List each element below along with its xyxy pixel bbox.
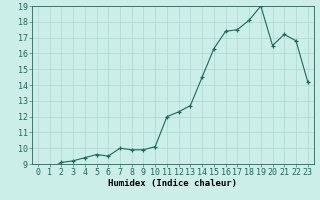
X-axis label: Humidex (Indice chaleur): Humidex (Indice chaleur) bbox=[108, 179, 237, 188]
